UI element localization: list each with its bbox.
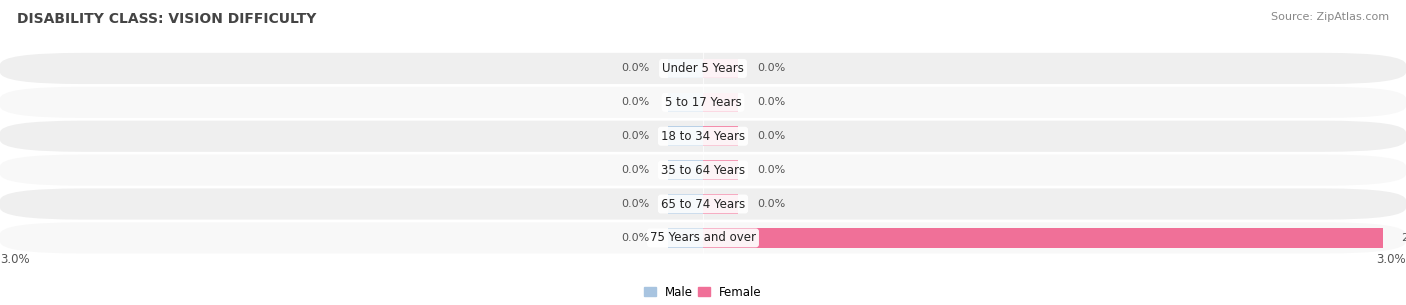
Text: 75 Years and over: 75 Years and over — [650, 231, 756, 244]
FancyBboxPatch shape — [0, 188, 1406, 220]
FancyBboxPatch shape — [0, 53, 1406, 84]
Text: Source: ZipAtlas.com: Source: ZipAtlas.com — [1271, 12, 1389, 22]
Text: 5 to 17 Years: 5 to 17 Years — [665, 96, 741, 109]
Text: DISABILITY CLASS: VISION DIFFICULTY: DISABILITY CLASS: VISION DIFFICULTY — [17, 12, 316, 26]
Bar — [668, 194, 703, 214]
FancyBboxPatch shape — [0, 222, 1406, 253]
Text: 65 to 74 Years: 65 to 74 Years — [661, 198, 745, 210]
Bar — [703, 59, 738, 78]
Bar — [668, 228, 703, 248]
Text: 35 to 64 Years: 35 to 64 Years — [661, 163, 745, 177]
Bar — [668, 126, 703, 146]
Text: 0.0%: 0.0% — [756, 63, 785, 74]
Text: 0.0%: 0.0% — [756, 97, 785, 107]
Bar — [703, 126, 738, 146]
Text: 0.0%: 0.0% — [621, 233, 650, 243]
Text: 18 to 34 Years: 18 to 34 Years — [661, 130, 745, 143]
Text: 0.0%: 0.0% — [756, 131, 785, 141]
Bar — [668, 92, 703, 112]
Text: 3.0%: 3.0% — [1376, 253, 1406, 267]
FancyBboxPatch shape — [0, 87, 1406, 118]
Bar — [703, 228, 1382, 248]
Bar — [668, 160, 703, 180]
FancyBboxPatch shape — [0, 155, 1406, 186]
Text: 0.0%: 0.0% — [621, 199, 650, 209]
Bar — [703, 160, 738, 180]
Text: 0.0%: 0.0% — [621, 97, 650, 107]
Text: 0.0%: 0.0% — [756, 199, 785, 209]
Bar — [668, 59, 703, 78]
Text: 2.9%: 2.9% — [1402, 233, 1406, 243]
Bar — [703, 92, 738, 112]
Text: 0.0%: 0.0% — [756, 165, 785, 175]
Bar — [703, 194, 738, 214]
Text: 0.0%: 0.0% — [621, 131, 650, 141]
Legend: Male, Female: Male, Female — [640, 281, 766, 303]
Text: Under 5 Years: Under 5 Years — [662, 62, 744, 75]
Text: 3.0%: 3.0% — [0, 253, 30, 267]
Text: 0.0%: 0.0% — [621, 165, 650, 175]
FancyBboxPatch shape — [0, 121, 1406, 152]
Text: 0.0%: 0.0% — [621, 63, 650, 74]
